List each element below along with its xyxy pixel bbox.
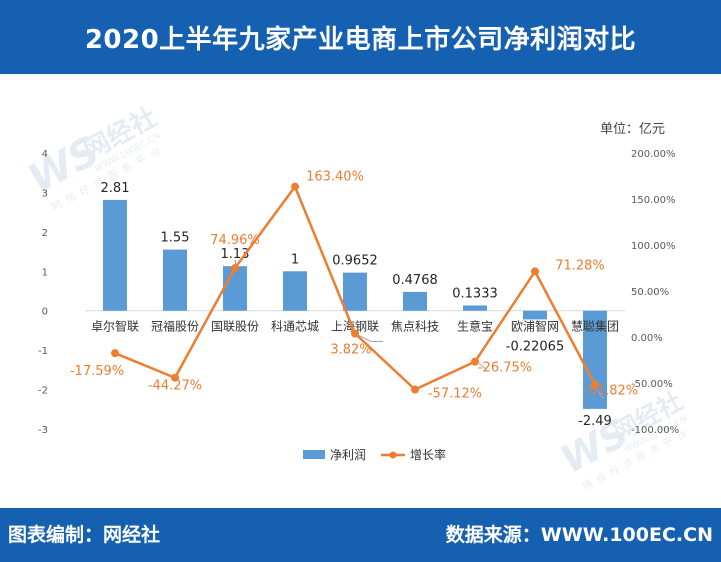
y-left-tick-label: 3 bbox=[42, 188, 48, 199]
footer-source-right: 数据来源：WWW.100EC.CN bbox=[445, 524, 713, 546]
bar bbox=[403, 291, 427, 311]
y-left-tick-label: -2 bbox=[38, 386, 48, 397]
growth-value-label: -17.59% bbox=[70, 364, 124, 379]
x-tick-label: 国联股份 bbox=[211, 320, 259, 334]
leader-line bbox=[478, 363, 488, 371]
bar-value-label: 1.55 bbox=[161, 231, 190, 246]
chart: WS网经社WWW.100EC.CN网络经济服务平台WS网经社WWW.100EC.… bbox=[21, 102, 694, 493]
legend-label-bar: 净利润 bbox=[330, 448, 366, 462]
growth-point bbox=[591, 380, 599, 389]
y-right-tick-label: -50.00% bbox=[631, 379, 673, 390]
bar-value-label: 0.4768 bbox=[392, 273, 438, 288]
y-left-tick-label: 1 bbox=[42, 267, 48, 278]
growth-value-label: -44.27% bbox=[148, 379, 202, 394]
x-tick-label: 生意宝 bbox=[457, 319, 493, 334]
y-right-tick-label: 150.00% bbox=[631, 195, 676, 206]
bar bbox=[283, 271, 307, 311]
legend-swatch-marker bbox=[389, 451, 397, 459]
page-title: 2020上半年九家产业电商上市公司净利润对比 bbox=[84, 24, 637, 55]
y-right-tick-label: 200.00% bbox=[631, 149, 676, 160]
bar bbox=[523, 310, 547, 320]
y-left-tick-label: -1 bbox=[38, 346, 48, 357]
growth-value-label: 71.28% bbox=[555, 258, 605, 273]
y-left-tick-label: 2 bbox=[42, 228, 48, 239]
growth-point bbox=[111, 349, 119, 358]
bar bbox=[343, 272, 367, 311]
bar bbox=[583, 310, 607, 409]
footer-source-left: 图表编制：网经社 bbox=[8, 524, 161, 546]
growth-point bbox=[231, 264, 239, 273]
bar-value-label: -2.49 bbox=[578, 414, 612, 429]
growth-point bbox=[351, 329, 359, 338]
x-tick-label: 科通芯城 bbox=[271, 320, 319, 334]
growth-value-label: -51.82% bbox=[584, 384, 638, 399]
bar bbox=[103, 199, 127, 311]
growth-value-label: 163.40% bbox=[306, 170, 364, 185]
bar-value-label: 0.9652 bbox=[332, 254, 378, 269]
bar bbox=[463, 305, 487, 311]
x-tick-label: 冠福股份 bbox=[151, 319, 199, 334]
bar bbox=[163, 249, 187, 311]
x-tick-label: 上海钢联 bbox=[331, 319, 379, 334]
x-tick-label: 焦点科技 bbox=[391, 320, 439, 334]
growth-point bbox=[171, 373, 179, 382]
x-tick-label: 卓尔智联 bbox=[91, 319, 139, 334]
bar-value-label: -0.22065 bbox=[506, 340, 564, 355]
legend-label-line: 增长率 bbox=[410, 447, 446, 462]
y-right-tick-label: 0.00% bbox=[631, 333, 663, 344]
footer-banner: 图表编制：网经社 数据来源：WWW.100EC.CN bbox=[0, 508, 721, 562]
header-banner: 2020上半年九家产业电商上市公司净利润对比 bbox=[0, 0, 721, 74]
growth-value-label: 3.82% bbox=[330, 342, 371, 357]
growth-value-label: 74.96% bbox=[210, 233, 260, 248]
bar-value-label: 1 bbox=[291, 252, 299, 267]
leader-line bbox=[358, 335, 383, 342]
growth-value-label: -26.75% bbox=[478, 361, 532, 376]
growth-value-label: -57.12% bbox=[428, 387, 482, 402]
x-tick-label: 欧浦智网 bbox=[511, 319, 559, 334]
y-left-tick-label: 4 bbox=[42, 149, 48, 160]
growth-point bbox=[411, 385, 419, 394]
unit-label: 单位：亿元 bbox=[600, 122, 666, 137]
growth-point bbox=[471, 357, 479, 366]
y-right-tick-label: -100.00% bbox=[631, 425, 679, 436]
legend-swatch-bar bbox=[303, 450, 325, 459]
bar-value-label: 2.81 bbox=[101, 181, 130, 196]
y-right-tick-label: 50.00% bbox=[631, 287, 669, 298]
y-left-tick-label: 0 bbox=[42, 307, 48, 318]
y-left-tick-label: -3 bbox=[38, 425, 48, 436]
bar bbox=[223, 266, 247, 311]
growth-point bbox=[291, 182, 299, 191]
growth-point bbox=[531, 267, 539, 276]
x-tick-label: 慧聪集团 bbox=[571, 319, 619, 334]
leader-line bbox=[596, 388, 604, 399]
y-right-tick-label: 100.00% bbox=[631, 241, 676, 252]
bar-value-label: 0.1333 bbox=[452, 286, 498, 301]
